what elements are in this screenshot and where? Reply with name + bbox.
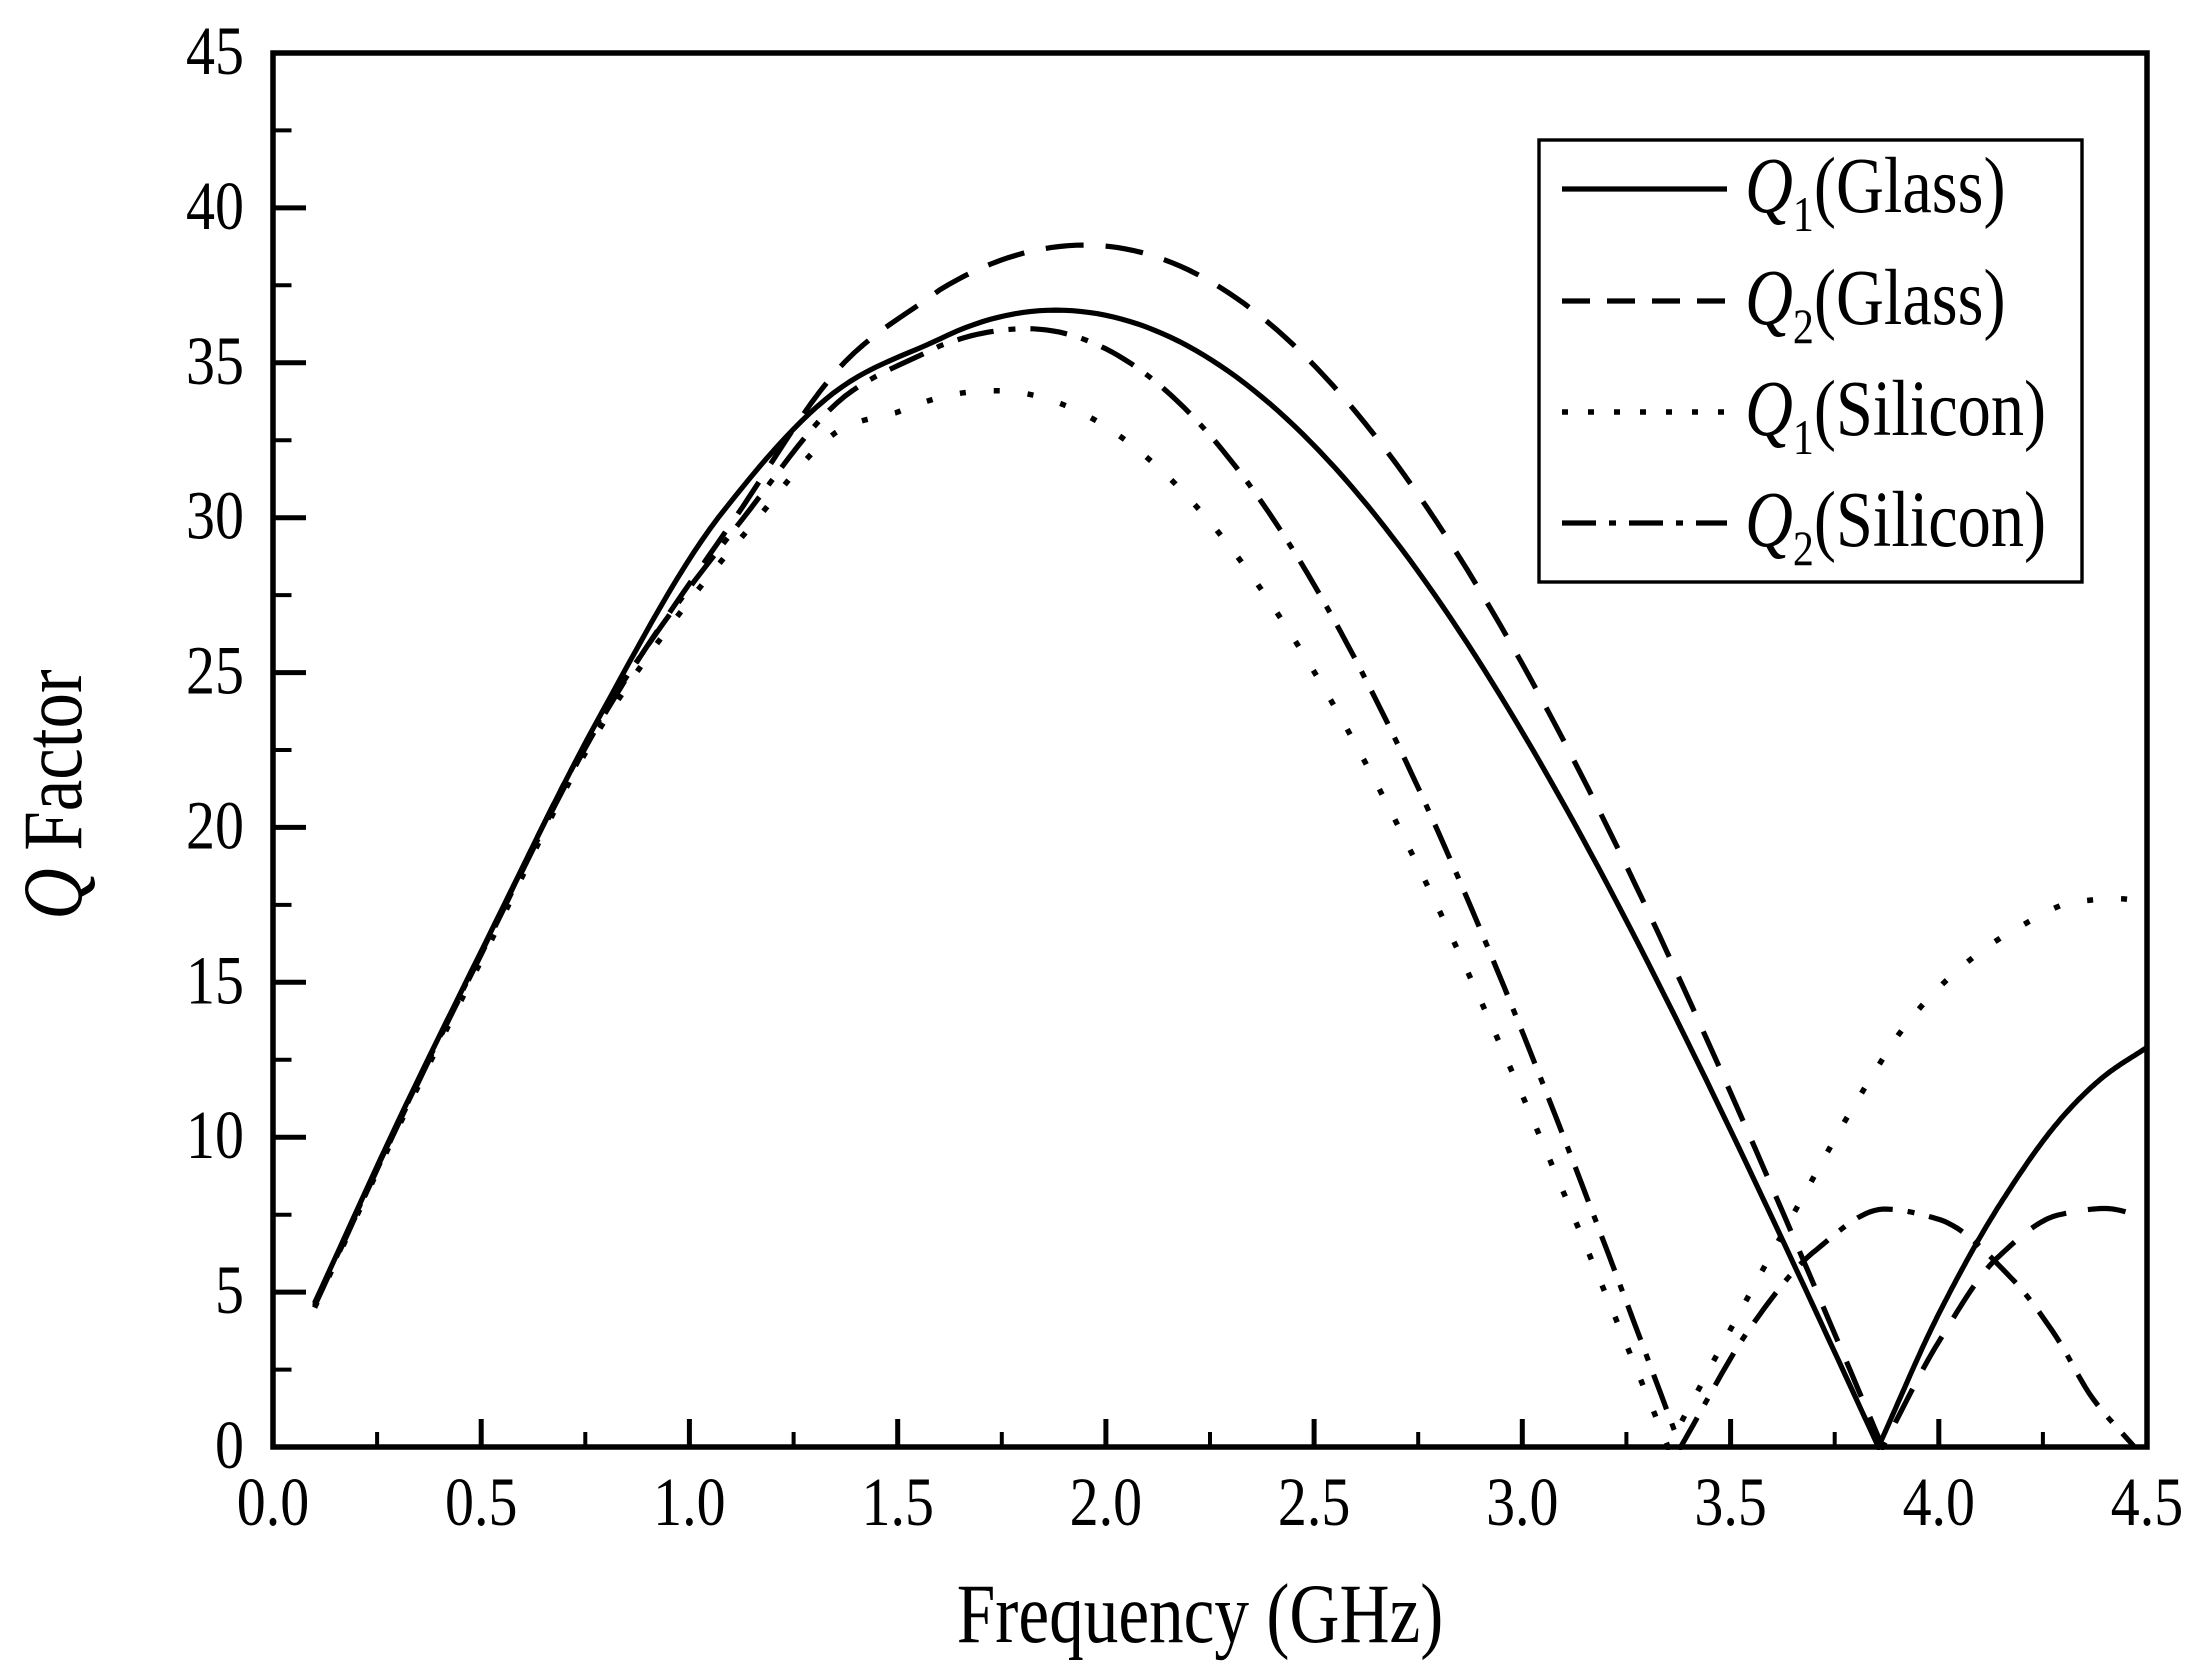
svg-text:15: 15 [186, 942, 244, 1019]
svg-text:45: 45 [186, 12, 244, 89]
svg-text:Q1(Silicon): Q1(Silicon) [1745, 365, 2046, 465]
svg-text:Q Factor: Q Factor [5, 669, 99, 919]
svg-text:35: 35 [186, 322, 244, 399]
svg-text:5: 5 [215, 1251, 244, 1328]
svg-text:1.0: 1.0 [653, 1463, 725, 1540]
svg-text:0: 0 [215, 1406, 244, 1483]
svg-text:Q2(Silicon): Q2(Silicon) [1745, 476, 2046, 576]
svg-text:Q1(Glass): Q1(Glass) [1745, 142, 2006, 242]
svg-text:20: 20 [186, 787, 244, 864]
svg-text:4.5: 4.5 [2111, 1463, 2183, 1540]
svg-text:3.0: 3.0 [1486, 1463, 1558, 1540]
svg-text:4.0: 4.0 [1903, 1463, 1975, 1540]
svg-text:30: 30 [186, 477, 244, 554]
svg-text:10: 10 [186, 1096, 244, 1173]
svg-text:25: 25 [186, 632, 244, 709]
svg-text:3.5: 3.5 [1694, 1463, 1766, 1540]
svg-text:0.5: 0.5 [445, 1463, 517, 1540]
svg-text:2.0: 2.0 [1070, 1463, 1142, 1540]
svg-text:1.5: 1.5 [861, 1463, 933, 1540]
svg-text:40: 40 [186, 167, 244, 244]
svg-text:0.0: 0.0 [237, 1463, 309, 1540]
svg-text:Q2(Glass): Q2(Glass) [1745, 254, 2006, 354]
svg-text:Frequency (GHz): Frequency (GHz) [957, 1566, 1444, 1660]
svg-text:2.5: 2.5 [1278, 1463, 1350, 1540]
